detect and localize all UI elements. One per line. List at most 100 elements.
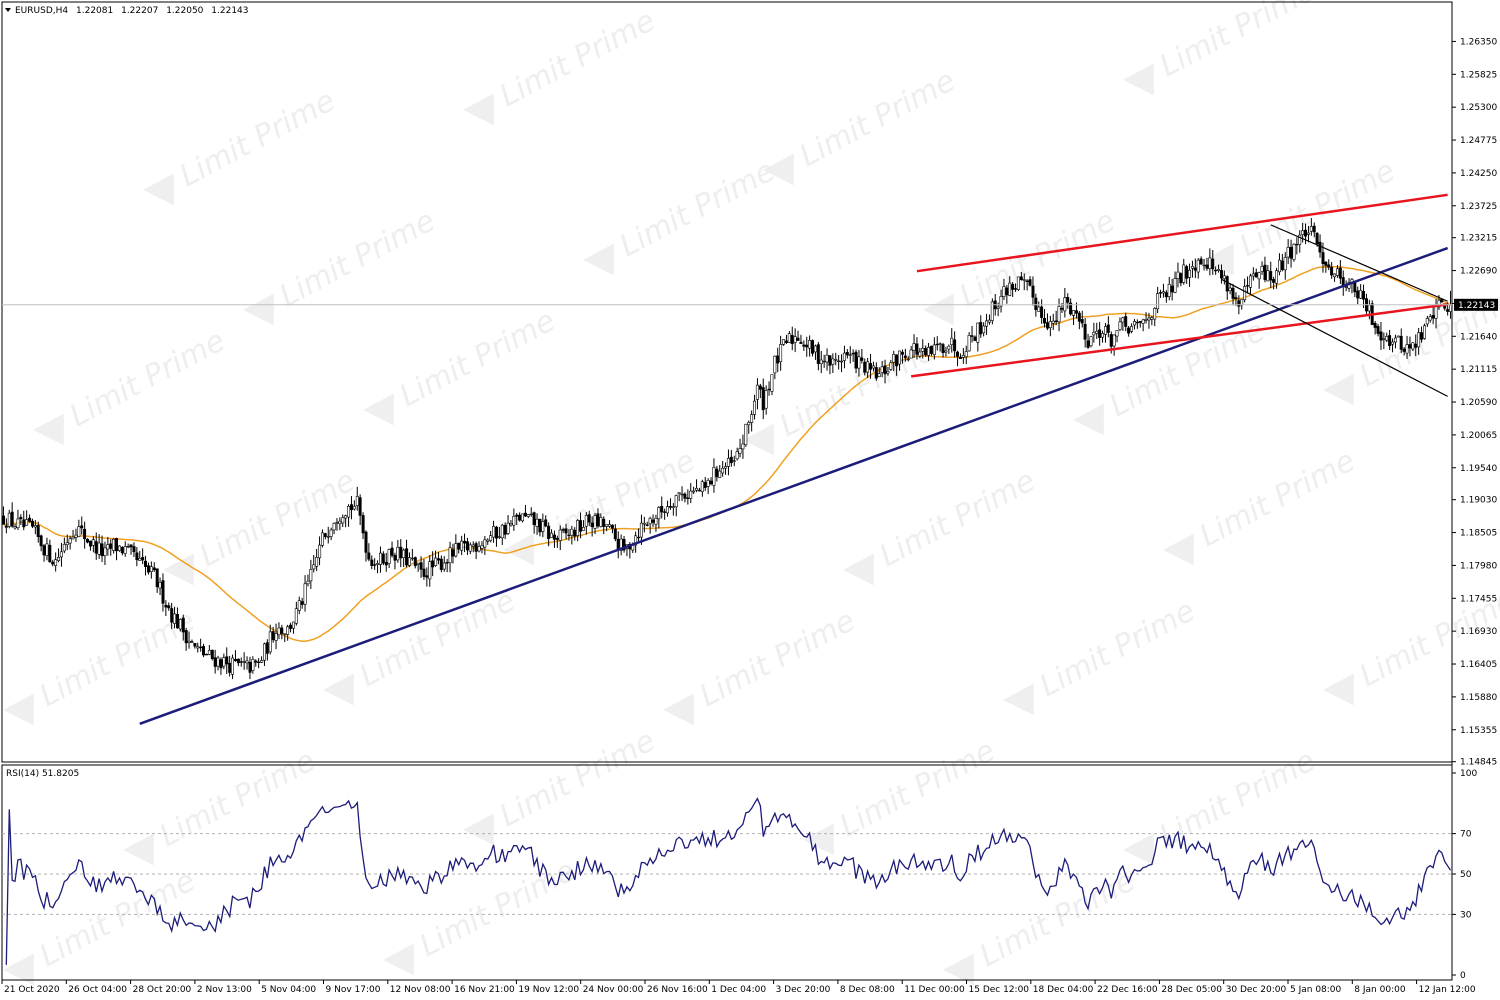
candle-body: [1324, 261, 1328, 266]
candle-body: [1083, 323, 1087, 340]
candle-body: [715, 468, 719, 478]
candle: [871, 361, 875, 372]
candle-body: [509, 522, 513, 526]
candle: [677, 492, 681, 502]
candle-body: [863, 361, 867, 373]
candle-body: [376, 563, 380, 565]
watermark-logo: Limit Prime: [502, 443, 701, 566]
candle: [903, 348, 907, 362]
candle-body: [1092, 331, 1096, 336]
candle: [30, 518, 34, 529]
candle-body: [593, 515, 597, 529]
trendline-layer[interactable]: [139, 193, 1449, 725]
candle-body: [874, 367, 878, 379]
candle-body: [523, 512, 527, 517]
candle: [932, 337, 936, 360]
time-tick-label: 9 Nov 17:00: [326, 985, 381, 995]
candle-body: [848, 354, 852, 356]
candle-body: [245, 660, 249, 664]
candle-body: [590, 522, 594, 528]
candle: [445, 558, 449, 573]
candle: [303, 575, 307, 612]
price-tick-label: 1.26350: [1460, 37, 1497, 47]
candle-body: [155, 568, 159, 588]
candle-body: [190, 641, 194, 643]
candle: [373, 558, 377, 570]
candle-body: [1307, 232, 1311, 235]
candle-body: [506, 522, 510, 534]
candle-body: [1414, 343, 1418, 348]
candle-body: [1420, 332, 1424, 340]
candle: [1069, 298, 1073, 316]
candle: [1199, 256, 1203, 265]
candle: [190, 639, 194, 643]
candle-body: [552, 534, 556, 540]
candle-body: [938, 343, 942, 345]
candle-body: [265, 642, 269, 654]
candle: [987, 314, 991, 325]
candle-body: [1101, 332, 1105, 338]
candle-body: [283, 633, 287, 635]
candle: [712, 458, 716, 493]
candle-body: [56, 557, 60, 561]
candle-body: [1075, 310, 1079, 314]
candle-body: [732, 460, 736, 462]
time-tick-label: 21 Oct 2020: [4, 985, 60, 995]
candle-body: [161, 580, 165, 604]
candle-body: [718, 470, 722, 478]
candle-body: [1048, 321, 1052, 328]
candle-body: [1396, 335, 1400, 338]
candle: [1130, 323, 1134, 334]
candle: [1431, 307, 1435, 325]
rsi-series[interactable]: [5, 797, 1452, 965]
candle-body: [958, 356, 962, 360]
candle: [944, 346, 948, 357]
candle-body: [184, 630, 188, 644]
candle-body: [320, 532, 324, 546]
candle: [581, 520, 585, 531]
candle-body: [1193, 267, 1197, 271]
candle-body: [987, 319, 991, 323]
candlestick-series[interactable]: [1, 218, 1453, 680]
watermark-logo: Limit Prime: [582, 153, 781, 276]
candle-body: [16, 518, 20, 528]
candle: [828, 355, 832, 375]
candle: [912, 334, 916, 358]
candle-body: [1385, 335, 1389, 341]
candle: [144, 555, 148, 576]
candle: [1298, 230, 1302, 253]
candle-body: [651, 519, 655, 523]
candle: [1054, 310, 1058, 326]
dropdown-triangle-icon[interactable]: [5, 8, 11, 12]
price-tick-label: 1.23215: [1460, 234, 1497, 244]
watermark-text: Limit Prime: [1034, 593, 1201, 704]
candle: [500, 523, 504, 545]
candle-body: [242, 661, 246, 663]
candle: [863, 358, 867, 376]
candle: [610, 524, 614, 534]
candle: [857, 349, 861, 377]
candle: [7, 509, 11, 529]
candle-body: [425, 575, 429, 578]
rsi-header: RSI(14) 51.8205: [6, 769, 79, 779]
candle-body: [480, 545, 484, 549]
candle: [837, 355, 841, 370]
candle: [376, 560, 380, 574]
watermark-text: Limit Prime: [34, 863, 201, 974]
candle-body: [1170, 285, 1174, 293]
candle-body: [1318, 241, 1322, 253]
candle: [1019, 271, 1023, 281]
candle-body: [187, 640, 191, 644]
candle: [280, 624, 284, 640]
candle: [541, 513, 545, 538]
candle-body: [77, 526, 81, 537]
candle-body: [1089, 336, 1093, 347]
candle-body: [924, 348, 928, 356]
candle-body: [326, 536, 330, 538]
candle: [248, 656, 252, 680]
candle-body: [45, 543, 49, 557]
rsi-axis: 100 70 50 30 0: [1452, 769, 1477, 981]
candle: [1106, 316, 1110, 338]
candle: [607, 520, 611, 528]
